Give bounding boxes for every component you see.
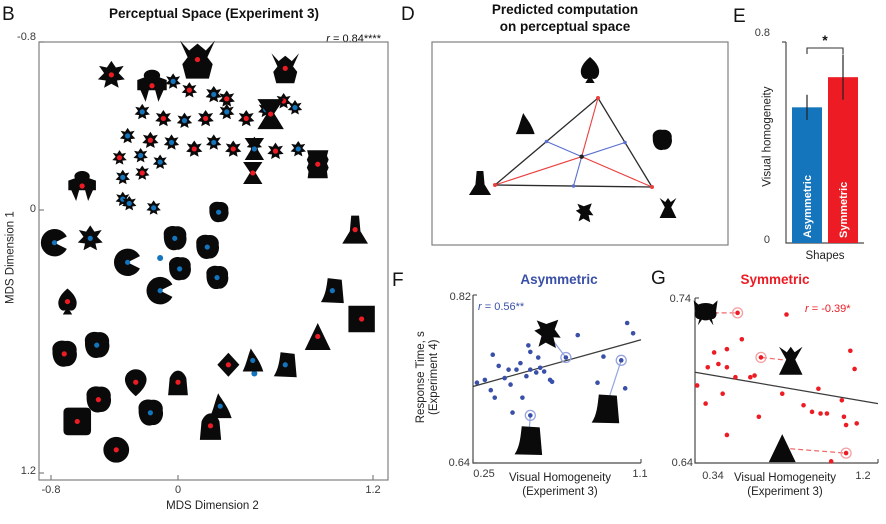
panel-f-asymmetric-scatter [472, 294, 642, 464]
panel-g-label: G [651, 268, 666, 289]
panel-b-ytick-bottom: 1.2 [20, 465, 36, 477]
panel-f-label: F [392, 270, 404, 291]
panel-e-bar-chart: Asymmetric Symmetric * [782, 32, 864, 244]
panel-d-label: D [401, 4, 415, 25]
r-value: = 0.56** [481, 301, 525, 313]
panel-f-xtick-right: 1.1 [632, 468, 648, 480]
panel-g-xlabel-line2: (Experiment 3) [747, 486, 823, 498]
panel-b-ytick-top: -0.8 [17, 31, 36, 43]
panel-g-xtick-right: 1.2 [855, 470, 871, 482]
panel-b-ytick-mid: 0 [29, 203, 36, 215]
panel-b-mds-scatter-plot [38, 40, 389, 481]
svg-text:*: * [822, 32, 828, 48]
panel-e-ytick-bottom: 0 [763, 234, 770, 246]
panel-g-xlabel-line1: Visual Homogeneity [733, 472, 837, 484]
panel-g-ytick-bottom: 0.64 [671, 457, 693, 469]
r-symbol: r [326, 33, 330, 45]
panel-f-ytick-top: 0.82 [449, 291, 471, 303]
panel-g-xtick-left: 0.34 [702, 470, 724, 482]
panel-f-xlabel-line2: (Experiment 3) [522, 486, 598, 498]
panel-e-ytick-top: 0.8 [754, 27, 770, 39]
panel-e-xlabel: Shapes [805, 250, 845, 262]
panel-g-r-annotation: r = -0.39* [805, 303, 851, 316]
panel-b-xtick-left: -0.8 [41, 484, 61, 496]
panel-g-ytick-top: 0.74 [669, 293, 691, 305]
r-symbol: r [805, 303, 809, 315]
r-symbol: r [478, 301, 482, 313]
panel-d-computation-diagram [431, 41, 729, 246]
svg-text:Asymmetric: Asymmetric [802, 175, 814, 238]
panel-g-symmetric-scatter [693, 297, 879, 464]
svg-text:Symmetric: Symmetric [838, 182, 850, 238]
r-value: = -0.39* [808, 303, 851, 315]
panel-f-ytick-bottom: 0.64 [448, 457, 470, 469]
panel-f-r-annotation: r = 0.56** [478, 301, 524, 314]
panel-e-label: E [733, 6, 746, 27]
panel-f-title: Asymmetric [520, 272, 598, 287]
panel-b-xtick-right: 1.2 [365, 484, 381, 496]
panel-d-title-line1: Predicted computation [491, 2, 639, 17]
panel-b-xlabel: MDS Dimension 2 [166, 500, 259, 512]
panel-f-xtick-left: 0.25 [473, 468, 495, 480]
panel-f-xlabel-line1: Visual Homogeneity [508, 472, 612, 484]
panel-b-xtick-mid: 0 [174, 484, 182, 496]
panel-b-title: Perceptual Space (Experiment 3) [108, 6, 320, 21]
panel-d-title-line2: on perceptual space [499, 19, 631, 34]
panel-b-label: B [2, 4, 15, 25]
panel-g-title: Symmetric [740, 272, 810, 287]
